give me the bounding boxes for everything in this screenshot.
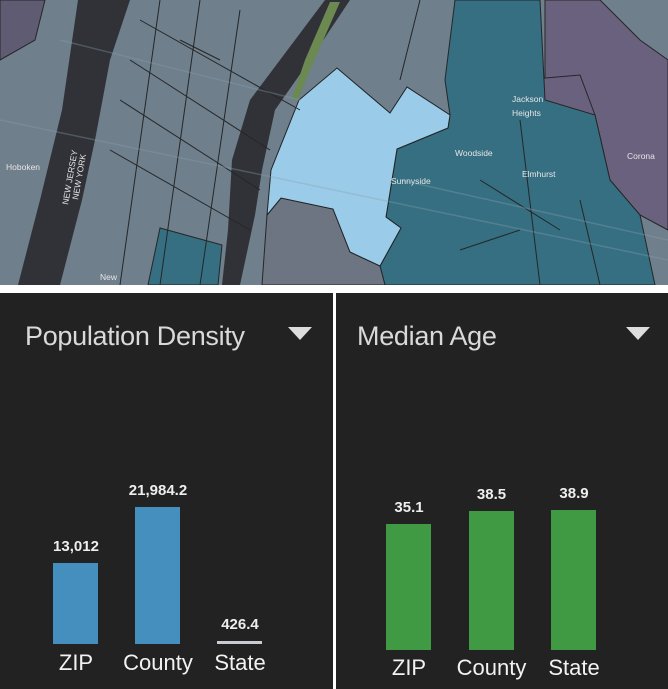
value-label-county: 38.5: [476, 486, 507, 504]
median-age-title: Median Age: [357, 321, 497, 351]
category-label-county: County: [456, 655, 527, 680]
map-label-heights: Heights: [512, 108, 541, 118]
bar-county[interactable]: [135, 507, 180, 644]
value-label-zip: 35.1: [394, 498, 424, 516]
median-age-panel: Median Age 35.1 ZIP 38.5 County 38.9 State: [336, 293, 668, 689]
median-age-dropdown-icon[interactable]: [626, 327, 650, 340]
bar-zip[interactable]: [53, 562, 98, 644]
population-density-dropdown-icon[interactable]: [288, 327, 312, 340]
category-label-county: County: [123, 650, 193, 675]
map-canvas[interactable]: Hoboken NEW JERSEY NEW YORK Sunnyside Wo…: [0, 0, 668, 285]
category-label-zip: ZIP: [58, 650, 94, 675]
bar-state[interactable]: [551, 510, 596, 650]
map-region-selected: [266, 67, 451, 267]
value-label-state: 38.9: [559, 485, 589, 502]
bar-county[interactable]: [468, 511, 514, 650]
east-river: [222, 0, 350, 285]
bar-state[interactable]: [217, 641, 262, 644]
map-label-jackson: Jackson: [512, 94, 543, 104]
population-density-panel: Population Density 13,012 ZIP 21,984.2 Coun…: [0, 293, 333, 689]
map-label-new-york-city: New: [100, 272, 118, 282]
value-label-zip: 13,012: [53, 537, 99, 555]
roosevelt-island-park: [292, 2, 340, 100]
population-density-title: Population Density: [25, 321, 245, 351]
category-label-zip: ZIP: [391, 655, 427, 680]
map-label-corona: Corona: [627, 151, 655, 161]
hudson-river: [18, 0, 130, 285]
map-label-elmhurst: Elmhurst: [522, 169, 556, 179]
bar-zip[interactable]: [386, 523, 431, 650]
map-region-purple-nw: [0, 0, 46, 61]
value-label-state: 426.4: [221, 616, 259, 633]
value-label-county: 21,984.2: [128, 482, 188, 499]
map-view[interactable]: Hoboken NEW JERSEY NEW YORK Sunnyside Wo…: [0, 0, 668, 285]
map-label-hoboken: Hoboken: [6, 162, 40, 172]
category-label-state: State: [214, 650, 266, 675]
map-label-sunnyside: Sunnyside: [391, 176, 431, 186]
category-label-state: State: [548, 655, 600, 680]
map-label-woodside: Woodside: [455, 148, 493, 158]
